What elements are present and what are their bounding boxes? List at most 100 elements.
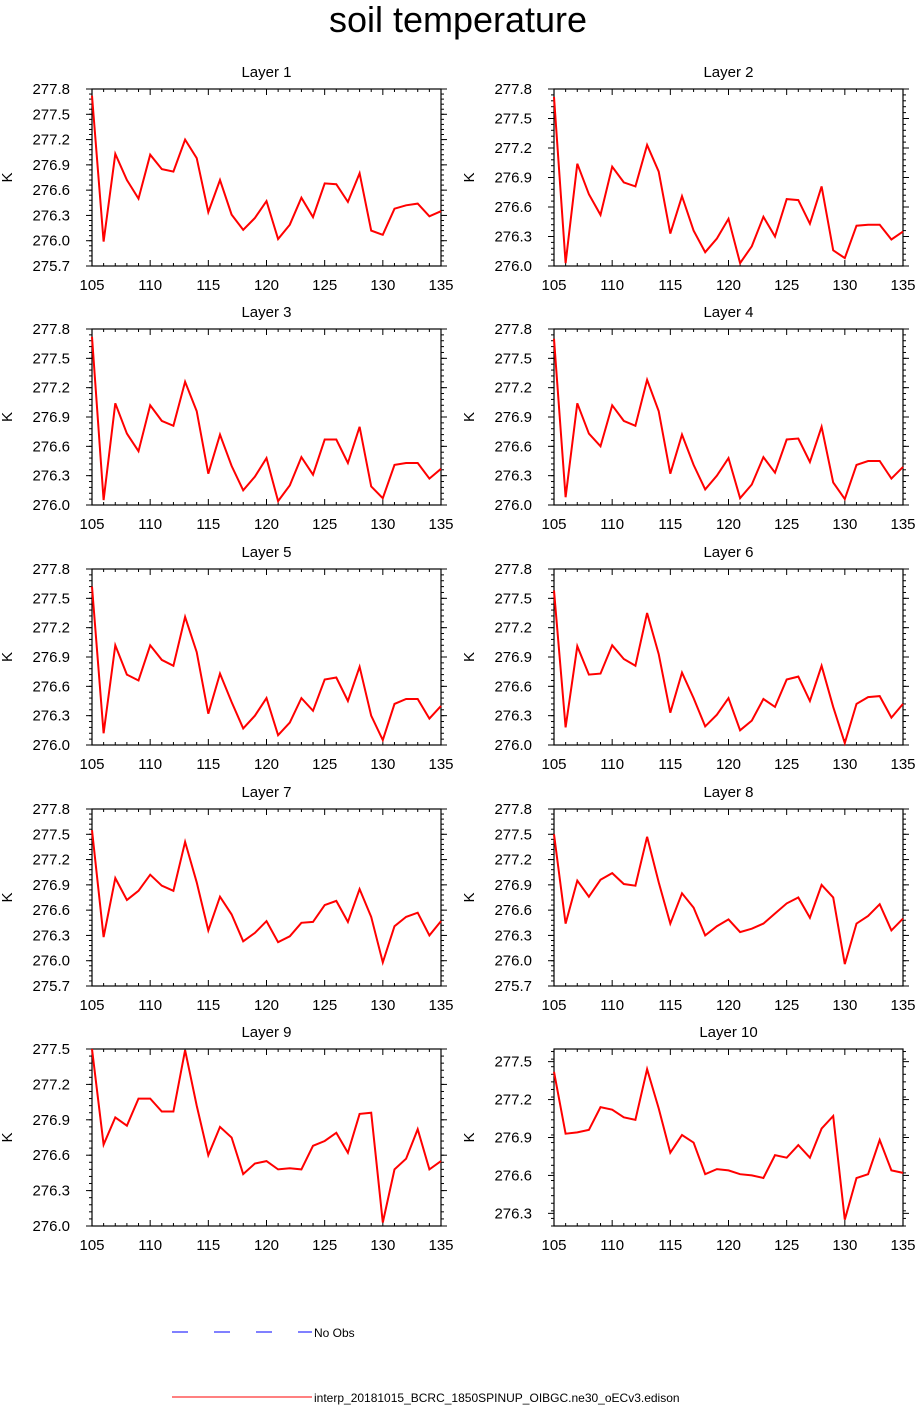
chart-panel-layer-3: Layer 3 105 110 115 120 125 130 135 276.0 276.3 27… [0,304,454,533]
x-tick-label: 135 [890,1237,915,1254]
x-tick-label: 130 [832,516,857,533]
chart-panel-layer-4: Layer 4 105 110 115 120 125 130 135 276.0 276.3 27… [461,304,916,533]
chart-panel-layer-6: Layer 6 105 110 115 120 125 130 135 276.0 276.3 27… [461,544,916,773]
chart-title: Layer 8 [703,784,753,801]
y-tick-label: 276.6 [32,438,70,455]
x-tick-label: 105 [79,516,104,533]
y-tick-label: 276.3 [494,468,532,485]
y-tick-label: 276.9 [32,1112,70,1129]
series-line [91,586,442,743]
y-tick-label: 277.5 [494,350,532,367]
y-tick-label: 276.9 [494,649,532,666]
y-axis-label: K [0,412,16,422]
y-tick-label: 277.5 [32,826,70,843]
x-tick-label: 105 [541,1237,566,1254]
y-tick-label: 277.5 [32,1041,70,1058]
y-tick-label: 276.9 [494,1130,532,1147]
x-tick-label: 135 [428,516,453,533]
plot-frame [553,328,904,506]
x-tick-label: 125 [312,756,337,773]
x-tick-label: 105 [79,1237,104,1254]
y-tick-label: 275.7 [494,978,532,995]
y-tick-label: 277.5 [32,106,70,123]
y-tick-label: 277.2 [32,1076,70,1093]
x-tick-label: 135 [428,756,453,773]
plot-frame [553,808,904,987]
y-tick-label: 277.2 [32,620,70,637]
y-tick-label: 276.3 [32,708,70,725]
x-tick-label: 105 [541,516,566,533]
y-tick-label: 277.2 [32,380,70,397]
x-tick-label: 110 [600,516,624,533]
series-line [553,96,904,266]
y-tick-label: 275.7 [32,978,70,995]
y-tick-label: 276.6 [32,182,70,199]
x-tick-label: 130 [832,1237,857,1254]
chart-title: Layer 10 [699,1024,757,1041]
y-tick-label: 276.6 [494,902,532,919]
x-tick-label: 120 [254,277,279,294]
chart-panel-layer-5: Layer 5 105 110 115 120 125 130 135 276.0 276.3 27… [0,544,454,773]
y-tick-label: 277.8 [494,561,532,578]
series-line [91,829,442,967]
legend-model-label: interp_20181015_BCRC_1850SPINUP_OIBGC.ne… [314,1391,680,1405]
x-tick-label: 105 [79,756,104,773]
x-tick-label: 115 [196,1237,220,1254]
y-tick-label: 277.8 [32,561,70,578]
y-tick-label: 276.9 [32,649,70,666]
y-tick-label: 276.6 [32,902,70,919]
y-tick-label: 277.8 [494,801,532,818]
chart-panel-layer-9: Layer 9 105 110 115 120 125 130 135 276.0 276.3 27… [0,1024,454,1254]
x-tick-label: 110 [138,997,162,1014]
chart-panel-layer-1: Layer 1 105 110 115 120 125 130 135 275.7 276.0 27… [0,64,454,294]
x-tick-label: 120 [254,756,279,773]
series-line [553,834,904,965]
y-tick-label: 277.8 [32,81,70,98]
legend-obs-label: No Obs [314,1326,355,1340]
x-tick-label: 135 [428,997,453,1014]
series-line [553,338,904,502]
y-tick-label: 276.3 [32,468,70,485]
y-tick-label: 276.3 [494,708,532,725]
y-tick-label: 275.7 [32,258,70,275]
y-tick-label: 277.8 [494,81,532,98]
y-tick-label: 276.3 [32,1183,70,1200]
x-tick-label: 130 [370,756,395,773]
y-tick-label: 277.5 [494,826,532,843]
x-tick-label: 115 [658,1237,682,1254]
x-tick-label: 120 [716,277,741,294]
x-tick-label: 135 [428,277,453,294]
y-tick-label: 277.8 [32,321,70,338]
y-tick-label: 277.5 [494,590,532,607]
x-tick-label: 105 [79,997,104,1014]
x-tick-label: 130 [370,1237,395,1254]
x-tick-label: 115 [658,997,682,1014]
y-tick-label: 277.2 [494,620,532,637]
y-tick-label: 276.0 [32,953,70,970]
series-line [91,1048,442,1223]
y-axis-label: K [0,652,16,662]
y-tick-label: 276.3 [494,927,532,944]
y-tick-label: 276.6 [494,438,532,455]
x-tick-label: 125 [312,1237,337,1254]
chart-title: Layer 6 [703,544,753,561]
y-axis-label: K [461,1132,478,1142]
y-tick-label: 276.0 [32,1218,70,1235]
y-tick-label: 277.2 [494,380,532,397]
x-tick-label: 110 [600,756,624,773]
x-tick-label: 120 [716,997,741,1014]
x-tick-label: 110 [138,277,162,294]
x-tick-label: 110 [138,1237,162,1254]
x-tick-label: 120 [716,516,741,533]
y-tick-label: 276.9 [32,877,70,894]
y-tick-label: 277.5 [32,590,70,607]
y-tick-label: 277.5 [494,111,532,128]
chart-title: Layer 9 [241,1024,291,1041]
x-tick-label: 120 [716,1237,741,1254]
chart-title: Layer 7 [241,784,291,801]
y-tick-label: 277.5 [494,1054,532,1071]
y-tick-label: 277.2 [32,132,70,149]
y-tick-label: 277.5 [32,350,70,367]
x-tick-label: 130 [370,997,395,1014]
x-tick-label: 125 [774,516,799,533]
